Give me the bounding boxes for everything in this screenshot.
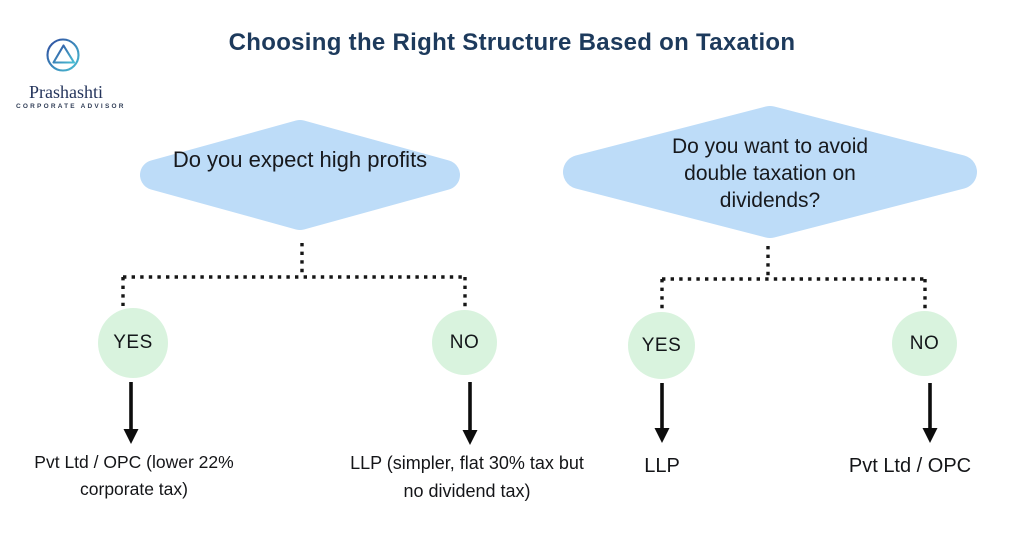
brand-tagline: CORPORATE ADVISOR bbox=[16, 103, 126, 110]
decision-diamond-profits bbox=[140, 120, 460, 230]
decision-diamond-dividends bbox=[563, 106, 977, 238]
arrow-left-no bbox=[462, 382, 478, 445]
arrow-right-yes bbox=[654, 383, 670, 443]
outcome-left-yes: Pvt Ltd / OPC (lower 22% corporate tax) bbox=[34, 452, 234, 499]
question-dividends: Do you want to avoid double taxation on … bbox=[671, 135, 869, 212]
no-node-right-label: NO bbox=[909, 332, 940, 354]
no-node-right: NO bbox=[892, 311, 957, 376]
arrow-right-no bbox=[922, 383, 938, 443]
no-node-left: NO bbox=[432, 310, 497, 375]
outcome-right-no: Pvt Ltd / OPC bbox=[848, 455, 972, 477]
yes-node-right: YES bbox=[628, 312, 695, 379]
page-title: Choosing the Right Structure Based on Ta… bbox=[228, 29, 796, 56]
outcome-left-no: LLP (simpler, flat 30% tax but no divide… bbox=[350, 453, 584, 501]
brand-logo-icon bbox=[46, 38, 80, 72]
arrow-left-yes bbox=[123, 382, 139, 444]
brand-name: Prashashti bbox=[29, 82, 103, 102]
yes-node-right-label: YES bbox=[641, 334, 682, 356]
no-node-left-label: NO bbox=[449, 331, 480, 353]
question-profits: Do you expect high profits bbox=[172, 147, 428, 172]
yes-node-left-label: YES bbox=[113, 332, 153, 353]
outcome-right-yes: LLP bbox=[644, 455, 680, 477]
yes-node-left: YES bbox=[98, 308, 168, 378]
